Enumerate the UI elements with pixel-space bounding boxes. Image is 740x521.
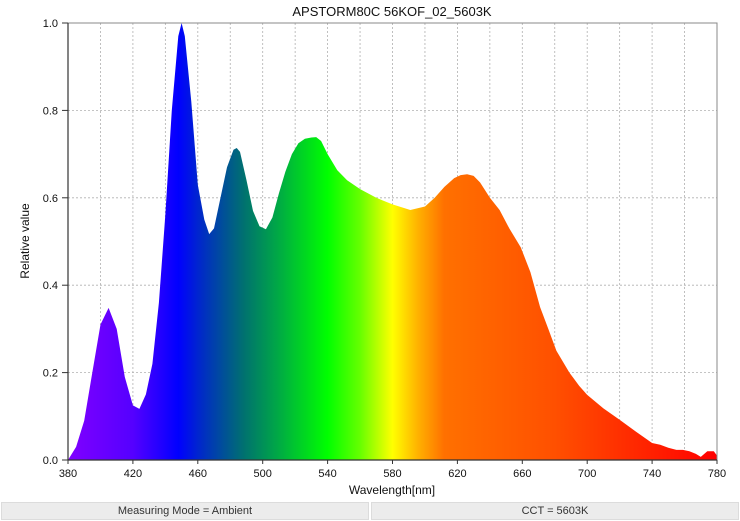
x-tick-label: 460 — [189, 468, 207, 480]
x-tick-label: 380 — [59, 468, 77, 480]
y-tick-label: 0.2 — [43, 368, 58, 380]
spectrum-chart: APSTORM80C 56KOF_02_5603K 380 420 460 500 54… — [18, 4, 726, 497]
y-tick-label: 0.4 — [43, 280, 58, 292]
x-axis-label: Wavelength[nm] — [349, 483, 435, 497]
status-bar: Measuring Mode = Ambient CCT = 5603K — [0, 501, 740, 521]
cct-status: CCT = 5603K — [371, 502, 739, 520]
y-tick-label: 0.8 — [43, 105, 58, 117]
spectrum-area — [68, 23, 717, 460]
x-tick-label: 740 — [643, 468, 661, 480]
axes: 380 420 460 500 540 580 620 660 700 740 780 0.0 0.2 0… — [43, 18, 726, 480]
chart-title: APSTORM80C 56KOF_02_5603K — [292, 4, 492, 19]
y-axis-label: Relative value — [18, 203, 32, 279]
y-tick-label: 1.0 — [43, 18, 58, 30]
x-tick-label: 540 — [318, 468, 336, 480]
x-tick-label: 700 — [578, 468, 596, 480]
x-tick-label: 780 — [708, 468, 726, 480]
measuring-mode-status: Measuring Mode = Ambient — [1, 502, 369, 520]
x-tick-label: 660 — [513, 468, 531, 480]
x-tick-label: 500 — [254, 468, 272, 480]
y-tick-label: 0.0 — [43, 455, 58, 467]
x-tick-label: 620 — [448, 468, 466, 480]
x-tick-label: 580 — [383, 468, 401, 480]
x-tick-label: 420 — [124, 468, 142, 480]
y-tick-label: 0.6 — [43, 193, 58, 205]
